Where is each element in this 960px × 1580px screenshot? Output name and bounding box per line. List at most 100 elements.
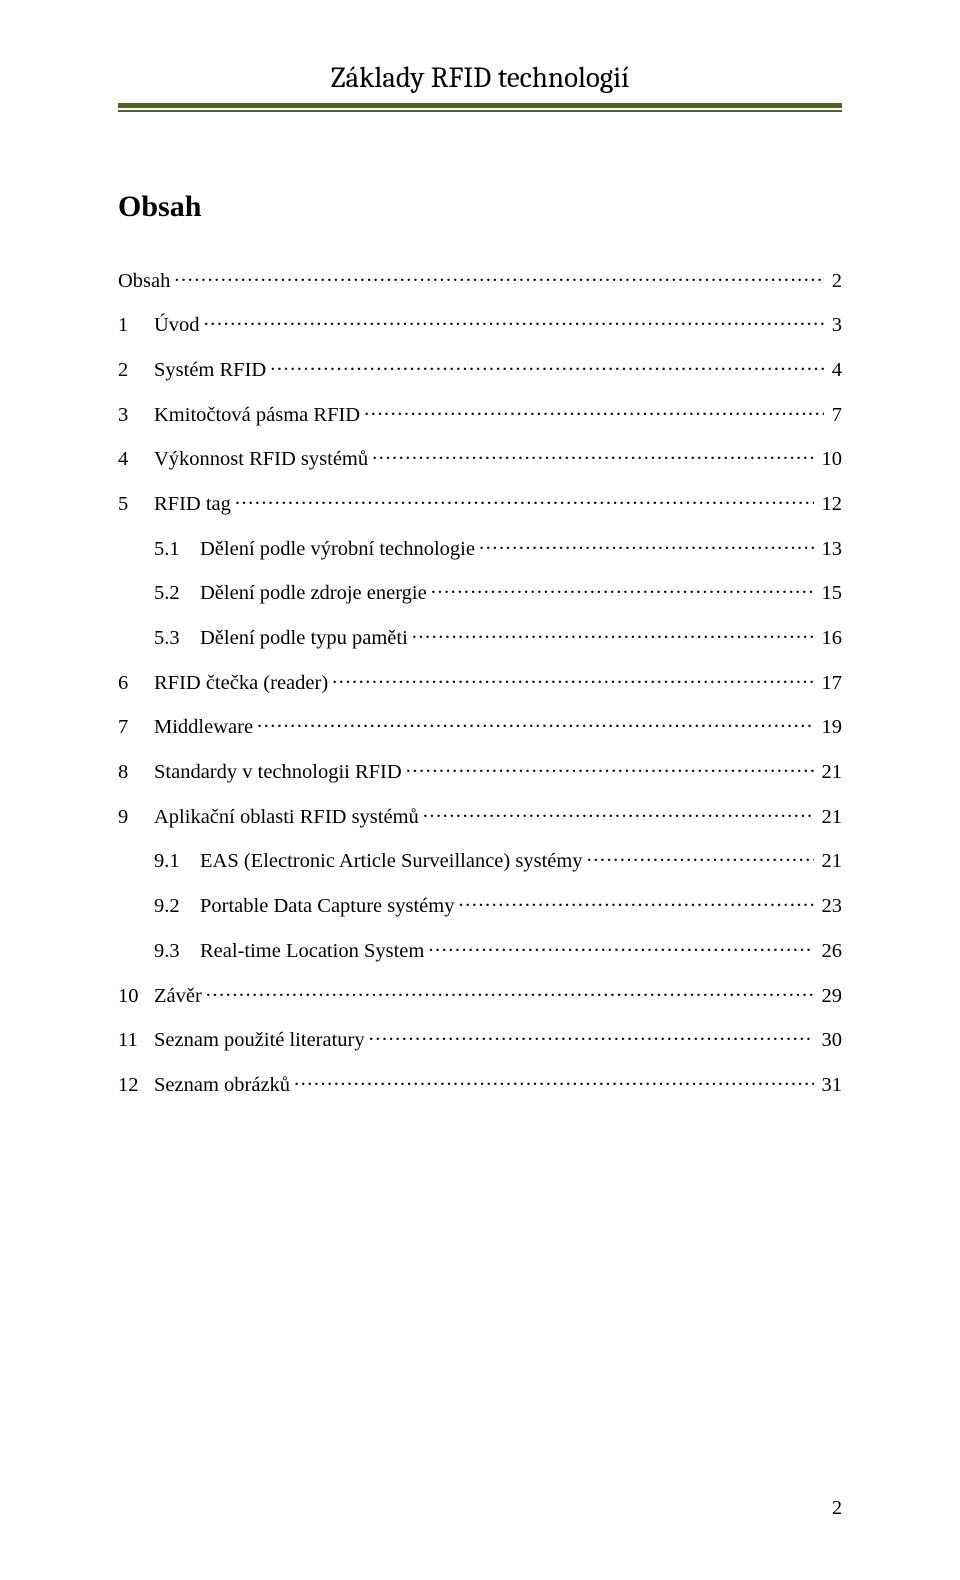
table-of-contents: Obsah21Úvod32Systém RFID43Kmitočtová pás…	[118, 266, 842, 1097]
toc-row: 11Seznam použité literatury 30	[118, 1026, 842, 1053]
toc-entry-label: EAS (Electronic Article Surveillance) sy…	[200, 850, 583, 873]
toc-entry-page: 4	[828, 359, 842, 382]
page-number: 2	[832, 1497, 842, 1520]
toc-entry-page: 7	[828, 404, 842, 427]
toc-entry-page: 15	[818, 582, 843, 605]
toc-entry-label: Standardy v technologii RFID	[154, 761, 402, 784]
toc-row: 2Systém RFID 4	[118, 355, 842, 382]
toc-row: Obsah 2	[118, 266, 842, 293]
toc-leader-dots	[406, 758, 814, 779]
toc-entry-label: Dělení podle typu paměti	[200, 627, 408, 650]
toc-leader-dots	[294, 1070, 813, 1091]
toc-entry-label: RFID tag	[154, 493, 231, 516]
toc-leader-dots	[206, 981, 814, 1002]
toc-row: 9Aplikační oblasti RFID systémů 21	[118, 802, 842, 829]
toc-leader-dots	[412, 624, 814, 645]
toc-entry-number: 9.1	[154, 850, 200, 873]
toc-entry-label: Dělení podle zdroje energie	[200, 582, 427, 605]
toc-entry-number: 2	[118, 359, 154, 382]
toc-entry-label: Seznam použité literatury	[154, 1029, 365, 1052]
toc-entry-number: 11	[118, 1029, 154, 1052]
toc-leader-dots	[479, 534, 814, 555]
toc-entry-label: Obsah	[118, 270, 170, 293]
toc-entry-label: Middleware	[154, 716, 253, 739]
toc-entry-number: 6	[118, 672, 154, 695]
toc-leader-dots	[332, 668, 813, 689]
toc-entry-label: Systém RFID	[154, 359, 266, 382]
toc-row: 3Kmitočtová pásma RFID 7	[118, 400, 842, 427]
toc-entry-label: Úvod	[154, 314, 200, 337]
toc-entry-page: 26	[818, 940, 843, 963]
toc-entry-page: 21	[818, 850, 843, 873]
toc-entry-page: 3	[828, 314, 842, 337]
toc-leader-dots	[174, 266, 823, 287]
toc-entry-number: 7	[118, 716, 154, 739]
toc-entry-number: 5.3	[154, 627, 200, 650]
toc-entry-number: 9	[118, 806, 154, 829]
toc-row: 9.3Real-time Location System 26	[118, 936, 842, 963]
toc-entry-page: 21	[818, 806, 843, 829]
toc-entry-label: Výkonnost RFID systémů	[154, 448, 368, 471]
toc-leader-dots	[423, 802, 814, 823]
toc-row: 12Seznam obrázků 31	[118, 1070, 842, 1097]
toc-entry-page: 2	[828, 270, 842, 293]
toc-row: 7Middleware 19	[118, 713, 842, 740]
toc-entry-number: 10	[118, 985, 154, 1008]
toc-entry-label: Závěr	[154, 985, 202, 1008]
toc-entry-page: 13	[818, 538, 843, 561]
toc-row: 9.2Portable Data Capture systémy 23	[118, 892, 842, 919]
toc-row: 4Výkonnost RFID systémů 10	[118, 445, 842, 472]
toc-row: 10Závěr 29	[118, 981, 842, 1008]
toc-leader-dots	[364, 400, 824, 421]
toc-entry-number: 4	[118, 448, 154, 471]
toc-entry-page: 10	[818, 448, 843, 471]
toc-row: 5RFID tag 12	[118, 489, 842, 516]
toc-entry-number: 5.1	[154, 538, 200, 561]
toc-leader-dots	[431, 579, 814, 600]
toc-entry-label: Seznam obrázků	[154, 1074, 290, 1097]
toc-entry-page: 19	[818, 716, 843, 739]
toc-row: 9.1EAS (Electronic Article Surveillance)…	[118, 847, 842, 874]
toc-entry-number: 8	[118, 761, 154, 784]
toc-entry-number: 1	[118, 314, 154, 337]
toc-entry-number: 9.3	[154, 940, 200, 963]
toc-entry-page: 30	[818, 1029, 843, 1052]
toc-leader-dots	[428, 936, 813, 957]
toc-leader-dots	[235, 489, 814, 510]
toc-entry-number: 5.2	[154, 582, 200, 605]
toc-row: 8Standardy v technologii RFID 21	[118, 758, 842, 785]
toc-entry-page: 31	[818, 1074, 843, 1097]
toc-entry-page: 23	[818, 895, 843, 918]
toc-entry-page: 29	[818, 985, 843, 1008]
toc-leader-dots	[372, 445, 813, 466]
toc-leader-dots	[587, 847, 814, 868]
toc-entry-label: Dělení podle výrobní technologie	[200, 538, 475, 561]
toc-row: 6RFID čtečka (reader) 17	[118, 668, 842, 695]
toc-row: 1Úvod 3	[118, 311, 842, 338]
toc-entry-label: RFID čtečka (reader)	[154, 672, 328, 695]
toc-entry-page: 16	[818, 627, 843, 650]
toc-entry-page: 12	[818, 493, 843, 516]
toc-row: 5.3Dělení podle typu paměti 16	[118, 624, 842, 651]
toc-leader-dots	[270, 355, 824, 376]
toc-entry-label: Portable Data Capture systémy	[200, 895, 454, 918]
toc-entry-number: 3	[118, 404, 154, 427]
toc-leader-dots	[458, 892, 813, 913]
toc-leader-dots	[257, 713, 813, 734]
toc-leader-dots	[369, 1026, 814, 1047]
header-rule-thick	[118, 103, 842, 108]
toc-leader-dots	[204, 311, 824, 332]
toc-entry-label: Aplikační oblasti RFID systémů	[154, 806, 419, 829]
page-content: Obsah Obsah21Úvod32Systém RFID43Kmitočto…	[118, 112, 842, 1097]
toc-row: 5.1Dělení podle výrobní technologie 13	[118, 534, 842, 561]
toc-entry-label: Kmitočtová pásma RFID	[154, 404, 360, 427]
toc-entry-number: 12	[118, 1074, 154, 1097]
toc-entry-page: 17	[818, 672, 843, 695]
toc-entry-page: 21	[818, 761, 843, 784]
page-title: Obsah	[118, 190, 842, 224]
toc-entry-label: Real-time Location System	[200, 940, 424, 963]
toc-entry-number: 5	[118, 493, 154, 516]
document-page: Základy RFID technologií Obsah Obsah21Úv…	[0, 0, 960, 1580]
toc-entry-number: 9.2	[154, 895, 200, 918]
running-title: Základy RFID technologií	[118, 62, 842, 101]
